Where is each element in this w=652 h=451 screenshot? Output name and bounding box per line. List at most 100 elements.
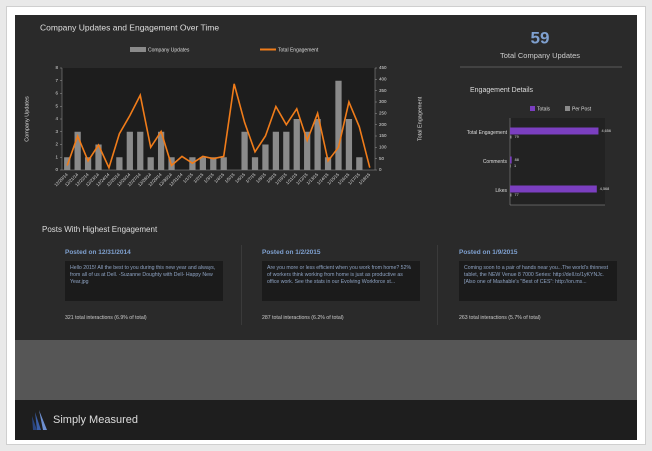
legend-label: Total Engagement: [278, 47, 319, 53]
y-tick-label: 7: [55, 78, 58, 83]
y2-tick-label: 100: [379, 145, 387, 150]
bar: [304, 131, 311, 170]
value-label: 4,656: [601, 129, 611, 133]
bar: [199, 157, 206, 170]
bar: [251, 157, 259, 170]
legend-label: Totals: [537, 106, 551, 112]
y2-tick-label: 150: [379, 133, 387, 138]
y-tick-label: 3: [55, 129, 58, 134]
gray-band: [15, 340, 637, 400]
bar: [510, 193, 512, 197]
post: Posted on 1/9/2015 Coming soon to a pair …: [459, 249, 617, 321]
y2-tick-label: 250: [379, 111, 387, 116]
value-label: 4,568: [600, 187, 610, 191]
value-label: 1: [514, 164, 516, 168]
brand: Simply Measured: [53, 414, 138, 426]
value-label: 88: [515, 158, 519, 162]
bar: [126, 131, 133, 170]
bar: [293, 119, 300, 170]
bar: [314, 119, 321, 170]
y2-tick-label: 0: [379, 167, 382, 172]
post-date: Posted on 1/2/2015: [262, 249, 321, 256]
post-stats: 263 total interactions (5.7% of total): [459, 315, 541, 321]
legend-swatch: [130, 47, 146, 52]
y-tick-label: 8: [55, 65, 58, 70]
y-tick-label: 6: [55, 91, 58, 96]
bar: [220, 157, 227, 170]
post-text: Coming soon to a pair of hands near you.…: [459, 261, 617, 301]
bar: [116, 157, 123, 170]
bar: [510, 185, 597, 193]
plot-area: [62, 68, 375, 170]
y-tick-label: 2: [55, 142, 58, 147]
legend-swatch: [530, 106, 535, 111]
bar: [157, 131, 165, 170]
y2-tick-label: 300: [379, 99, 387, 104]
category-label: Total Engagement: [467, 130, 508, 136]
y-tick-label: 4: [55, 116, 58, 121]
y-tick-label: 1: [55, 154, 58, 159]
legend-label: Company Updates: [148, 47, 190, 53]
y-axis-label: Company Updates: [24, 96, 30, 142]
logo: [32, 410, 47, 430]
bar: [210, 157, 217, 170]
posts-title: Posts With Highest Engagement: [42, 225, 158, 234]
y2-tick-label: 50: [379, 156, 385, 161]
x-tick-label: 1/6/15: [234, 172, 246, 184]
post-stats: 321 total interactions (6.9% of total): [65, 315, 147, 321]
post-date: Posted on 1/9/2015: [459, 249, 518, 256]
y2-tick-label: 450: [379, 65, 387, 70]
x-tick-label: 1/5/15: [224, 172, 236, 184]
x-tick-label: 1/8/15: [255, 172, 267, 184]
bar: [283, 131, 290, 170]
bar: [335, 80, 342, 170]
x-tick-label: 1/7/15: [245, 172, 257, 184]
x-tick-label: 1/18/15: [358, 172, 372, 186]
separator: [437, 245, 438, 325]
post-date: Posted on 12/31/2014: [65, 249, 131, 256]
footer: Simply Measured: [15, 400, 637, 440]
bar: [241, 131, 248, 170]
category-label: Comments: [483, 159, 508, 165]
post: Posted on 1/2/2015 Are you more or less e…: [262, 249, 420, 321]
legend-swatch: [565, 106, 570, 111]
y2-tick-label: 350: [379, 88, 387, 93]
x-tick-label: 1/2/15: [192, 172, 204, 184]
bar: [510, 135, 512, 139]
category-label: Likes: [495, 188, 507, 194]
post-stats: 287 total interactions (6.2% of total): [262, 315, 344, 321]
legend-label: Per Post: [572, 106, 592, 112]
value-label: 79: [515, 135, 519, 139]
bar: [84, 157, 92, 170]
report-panel: Simply Measured Company Updates and Enga…: [15, 15, 637, 440]
bar: [95, 144, 102, 170]
charts: Company Updates and Engagement Over Time…: [24, 22, 622, 206]
bar: [356, 157, 363, 170]
bar: [147, 157, 154, 170]
bar: [272, 131, 280, 170]
y-tick-label: 5: [55, 103, 58, 108]
bar: [262, 144, 269, 170]
line: [66, 83, 371, 170]
value-label: 77: [514, 193, 518, 197]
summary-value: 59: [531, 28, 550, 47]
y2-tick-label: 200: [379, 122, 387, 127]
y2-axis-label: Total Engagement: [417, 96, 423, 141]
post-text: Are you more or less efficient when you …: [262, 261, 420, 301]
bar: [137, 131, 144, 170]
x-tick-label: 1/3/15: [203, 172, 215, 184]
bar: [510, 127, 599, 135]
chart-title: Company Updates and Engagement Over Time: [40, 22, 219, 32]
bar: [324, 157, 332, 170]
bar: [74, 131, 81, 170]
summary-label: Total Company Updates: [500, 51, 580, 60]
bar: [510, 156, 512, 164]
x-tick-label: 1/1/15: [182, 172, 194, 184]
x-tick-label: 1/4/15: [213, 172, 225, 184]
chart-title: Engagement Details: [470, 87, 534, 94]
separator: [241, 245, 242, 325]
y2-tick-label: 400: [379, 77, 387, 82]
y-tick-label: 0: [55, 167, 58, 172]
bar: [510, 164, 511, 168]
post: Posted on 12/31/2014 Hello 2015! All the …: [65, 249, 223, 321]
